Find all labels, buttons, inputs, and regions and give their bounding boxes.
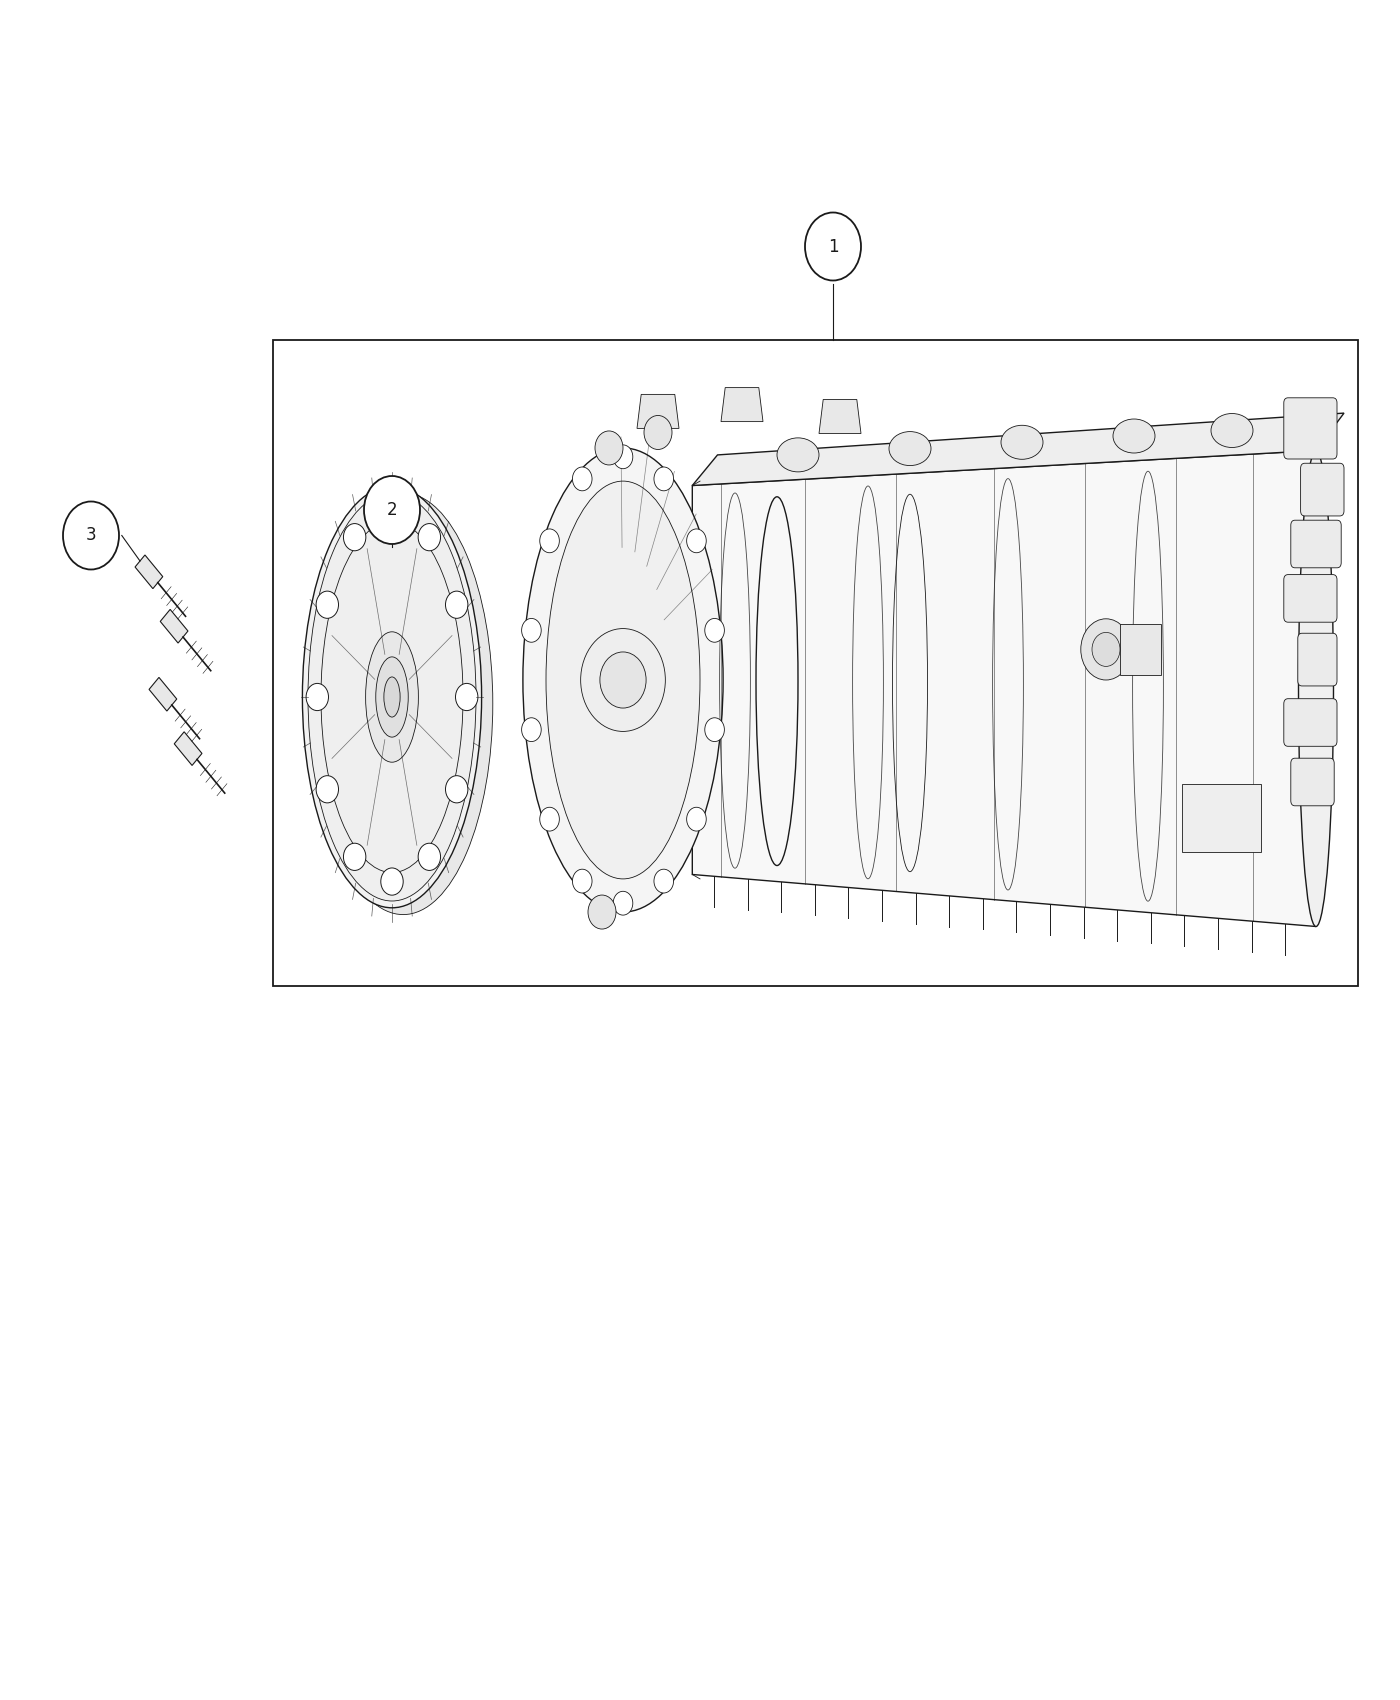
Circle shape — [573, 468, 592, 491]
Circle shape — [613, 891, 633, 915]
FancyBboxPatch shape — [1284, 575, 1337, 622]
Ellipse shape — [384, 677, 400, 717]
Circle shape — [704, 619, 724, 643]
Ellipse shape — [314, 493, 493, 915]
Circle shape — [540, 529, 560, 553]
Circle shape — [588, 896, 616, 930]
Circle shape — [455, 683, 477, 711]
Text: 2: 2 — [386, 502, 398, 518]
Circle shape — [419, 524, 441, 551]
Circle shape — [522, 717, 542, 741]
Circle shape — [316, 775, 339, 802]
Circle shape — [343, 843, 365, 870]
Ellipse shape — [308, 493, 476, 901]
FancyBboxPatch shape — [1120, 624, 1161, 675]
Polygon shape — [148, 677, 176, 711]
Circle shape — [573, 869, 592, 893]
Polygon shape — [692, 413, 1344, 486]
Circle shape — [364, 476, 420, 544]
Circle shape — [599, 653, 647, 707]
Ellipse shape — [375, 656, 409, 738]
FancyBboxPatch shape — [1291, 520, 1341, 568]
Circle shape — [1092, 632, 1120, 666]
Polygon shape — [134, 554, 162, 588]
Polygon shape — [637, 394, 679, 428]
Circle shape — [686, 529, 706, 553]
FancyBboxPatch shape — [1298, 634, 1337, 685]
Circle shape — [381, 498, 403, 525]
Circle shape — [1081, 619, 1131, 680]
Text: 3: 3 — [85, 527, 97, 544]
Ellipse shape — [546, 481, 700, 879]
FancyBboxPatch shape — [1284, 699, 1337, 746]
Ellipse shape — [777, 439, 819, 473]
Circle shape — [522, 619, 542, 643]
Circle shape — [654, 869, 673, 893]
Circle shape — [644, 415, 672, 449]
Ellipse shape — [1299, 450, 1333, 926]
Ellipse shape — [524, 449, 724, 911]
Circle shape — [343, 524, 365, 551]
Text: 1: 1 — [827, 238, 839, 255]
Circle shape — [419, 843, 441, 870]
Ellipse shape — [365, 632, 419, 762]
Circle shape — [805, 212, 861, 280]
Circle shape — [63, 502, 119, 570]
Circle shape — [445, 592, 468, 619]
Polygon shape — [721, 388, 763, 422]
Circle shape — [654, 468, 673, 491]
FancyBboxPatch shape — [1284, 398, 1337, 459]
Polygon shape — [160, 609, 188, 643]
Bar — [273, 340, 1358, 986]
Polygon shape — [819, 400, 861, 434]
Circle shape — [581, 629, 665, 731]
FancyBboxPatch shape — [1291, 758, 1334, 806]
Circle shape — [595, 432, 623, 466]
Circle shape — [307, 683, 329, 711]
Circle shape — [704, 717, 724, 741]
FancyBboxPatch shape — [1301, 464, 1344, 517]
Ellipse shape — [302, 486, 482, 908]
Ellipse shape — [889, 432, 931, 466]
Ellipse shape — [1113, 418, 1155, 452]
Circle shape — [613, 445, 633, 469]
Ellipse shape — [1001, 425, 1043, 459]
Circle shape — [445, 775, 468, 802]
Circle shape — [316, 592, 339, 619]
FancyBboxPatch shape — [1182, 784, 1261, 852]
Circle shape — [381, 869, 403, 896]
Ellipse shape — [1211, 413, 1253, 447]
Circle shape — [540, 808, 560, 831]
Circle shape — [686, 808, 706, 831]
Polygon shape — [692, 450, 1316, 926]
Polygon shape — [174, 731, 202, 765]
